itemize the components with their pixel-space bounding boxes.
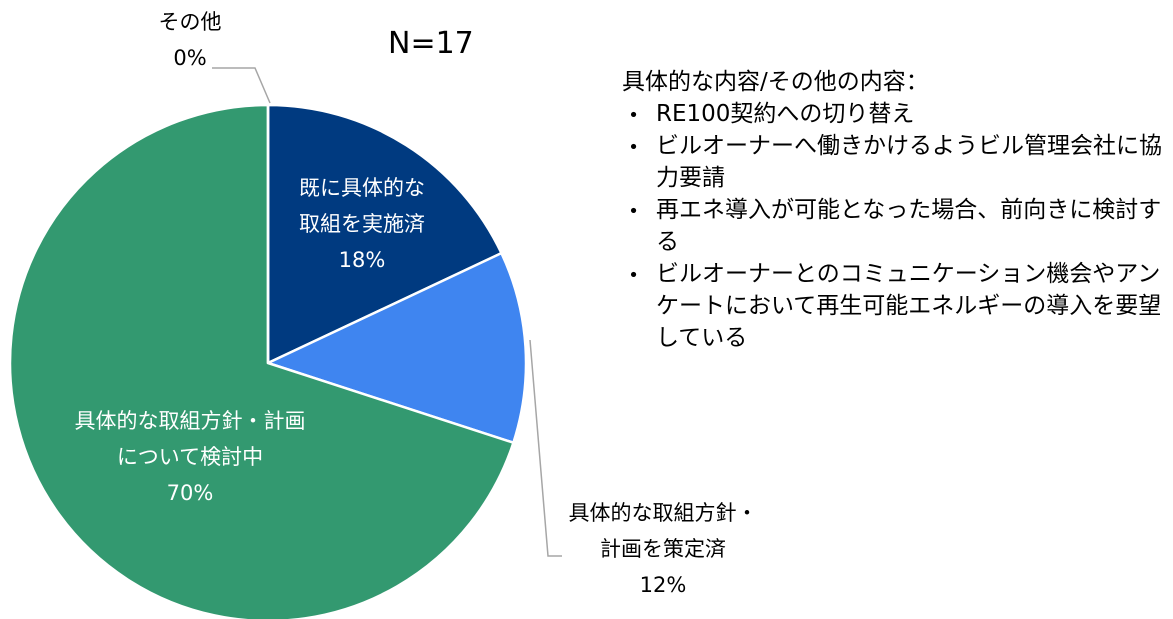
slice-label: 具体的な取組方針・ 計画を策定済 12% [569, 495, 758, 603]
notes-list: RE100契約への切り替えビルオーナーへ働きかけるようビル管理会社に協力要請再エ… [622, 98, 1167, 354]
value-label: 70% [166, 481, 214, 505]
pie-slice [8, 103, 515, 619]
slice-label: 具体的な取組方針・計画 について検討中 70% [75, 403, 306, 511]
note-item: 再エネ導入が可能となった場合、前向きに検討する [656, 194, 1167, 258]
note-item: ビルオーナーとのコミュニケーション機会やアンケートにおいて再生可能エネルギーの導… [656, 258, 1167, 354]
slice-label: 既に具体的な 取組を実施済 18% [299, 170, 425, 278]
slice-label: その他 0% [159, 4, 222, 76]
value-label: 12% [639, 573, 687, 597]
pie-slice [264, 251, 528, 445]
leader-line [212, 67, 271, 104]
category-label: 既に具体的な 取組を実施済 [299, 176, 425, 236]
category-label: その他 [158, 10, 222, 34]
category-label: 具体的な取組方針・ 計画を策定済 [568, 501, 758, 561]
note-item: ビルオーナーへ働きかけるようビル管理会社に協力要請 [656, 130, 1167, 194]
note-item: RE100契約への切り替え [656, 98, 1167, 130]
notes: 具体的な内容/その他の内容： RE100契約への切り替えビルオーナーへ働きかける… [622, 66, 1167, 354]
notes-title: 具体的な内容/その他の内容： [622, 69, 929, 95]
value-label: 0% [173, 46, 207, 70]
leader-line [529, 339, 562, 557]
pie-slice [266, 103, 504, 365]
category-label: 具体的な取組方針・計画 について検討中 [74, 409, 306, 469]
subtitle: N=17 [388, 26, 474, 61]
value-label: 18% [338, 248, 386, 272]
